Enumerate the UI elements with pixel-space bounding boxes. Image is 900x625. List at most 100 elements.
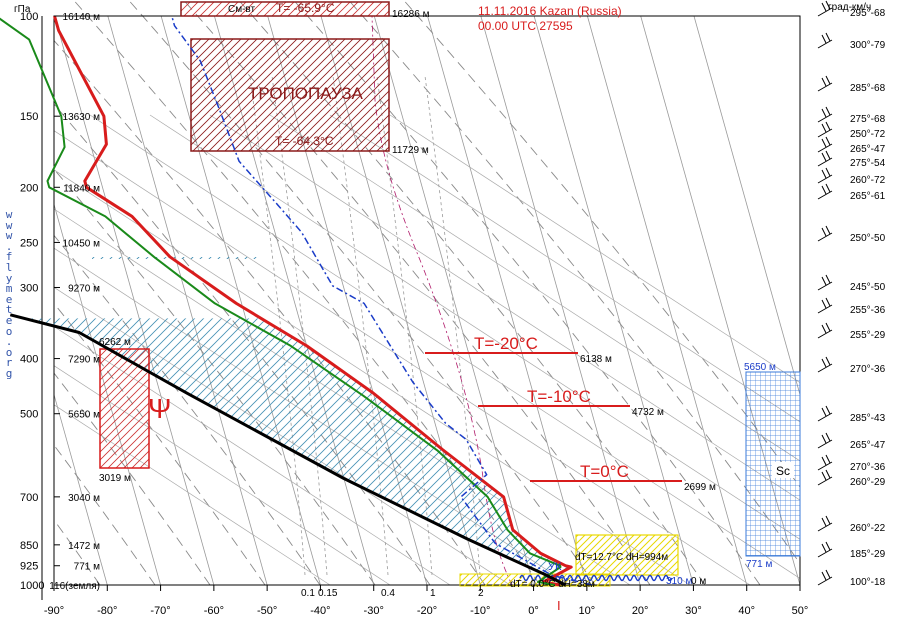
wind-barb-shaft [817,150,833,167]
label-layer: 100 16140 м 150 13630 м 200 11840 м 250 10450 м… [14,0,886,617]
height-label: 16140 м [63,12,101,23]
dewpoint-line [0,17,562,586]
dry-adiabat [269,114,800,462]
wind-barb-shaft [817,0,833,17]
wind-barb-shaft [817,136,833,153]
convection-top-height: 6262 м [99,337,131,348]
wind-barb: 285°-43 [817,405,886,424]
wind-barb: 285°-68 [817,75,886,94]
y-tick-label: 300 [20,282,38,294]
y-tick-label: 1000 [20,580,44,592]
height-label: 116(земля) [49,581,100,592]
wind-barb-shaft [817,297,833,314]
wind-barb-label: 270°-36 [850,462,886,473]
uk-label: УК [548,561,562,573]
website-link-char: l [5,260,13,274]
wind-barb-label: 270°-36 [850,364,886,375]
wind-barb-shaft [817,32,833,49]
isotherm-height: 6138 м [580,354,612,365]
wind-barb: 270°-36 [817,356,886,375]
wind-barb: 265°-47 [817,432,886,451]
height-label: 3040 м [68,493,100,504]
skewed-isotherm [54,202,161,586]
website-link-char: g [5,366,13,380]
website-link-char: f [5,250,13,264]
wind-unit-label: град-км/ч [828,2,871,13]
wind-barb: 265°-47 [817,136,886,155]
dry-adiabat [389,114,800,384]
wind-barb: 100°-18 [817,569,886,588]
moist-adiabat [54,39,486,586]
isotherm-label: T=-20°C [474,334,538,353]
website-link-char: w [5,208,13,221]
wind-barb-shaft [817,454,833,471]
height-label: 1472 м [68,541,100,552]
wind-barb-shaft [817,405,833,422]
website-link-char: e [5,292,13,306]
dry-adiabat [54,365,391,586]
skewed-isotherm [54,393,108,586]
x-tick-label: -60° [204,605,224,617]
x-tick-label: 10° [579,605,596,617]
website-link-char: o [5,345,13,359]
wind-barb-shaft [817,541,833,558]
tropopause-top-height: 16286 м [392,9,430,20]
wind-barb-shaft [817,183,833,200]
wind-barb: 300°-79 [817,32,886,51]
wind-barb: 295°-68 [817,0,886,19]
x-tick-label: 20° [632,605,649,617]
wind-barb-label: 245°-50 [850,282,886,293]
surface-marker: I [557,598,561,613]
website-link-char: t [5,303,13,317]
series-layer [0,15,593,587]
isotherm-height: 2699 м [684,482,716,493]
wind-barb-label: 260°-22 [850,523,886,534]
y-tick-label: 925 [20,561,38,573]
wind-barb: 275°-68 [817,106,886,125]
surface-zero: 0 м [691,576,706,587]
tropopause-bottom-temp: T= -64.3°C [275,134,334,148]
parcel-line [9,313,567,587]
skewed-isotherm [693,15,800,397]
dry-adiabat [329,114,800,423]
height-label: 9270 м [68,283,100,294]
wind-barb-label: 260°-72 [850,175,886,186]
cloud-bottom-height: 771 м [746,559,772,570]
tropopause-top-box [180,1,390,17]
cape-area [24,318,572,575]
skewed-isotherm [373,15,534,586]
wind-barb-label: 265°-61 [850,191,886,202]
wind-barb: 275°-54 [817,150,886,169]
inversion-upper-label: dT=12.7°C dH=994м [575,552,668,563]
x-tick-label: -70° [150,605,170,617]
wind_profile-line [171,15,593,586]
y-tick-label: 200 [20,182,38,194]
wind-barb-shaft [817,106,833,123]
y-tick-label: 400 [20,354,38,366]
tropopause-top-prefix: См-вт [228,4,256,15]
skewed-isotherm [160,15,321,586]
skewed-isotherm [587,15,748,586]
dry-adiabat [209,114,800,501]
x-tick-label: -30° [364,605,384,617]
wind-barb-shaft [817,121,833,138]
isotherm-height: 4732 м [632,407,664,418]
website-link-char: w [5,218,13,232]
wind-barb-shaft [817,515,833,532]
y-tick-label: 850 [20,540,38,552]
height-label: 11840 м [63,183,100,194]
wind-barb-label: 255°-36 [850,305,886,316]
wind-barb-shaft [817,225,833,242]
wind-barb-label: 300°-79 [850,40,886,51]
wind-barb-label: 260°-29 [850,477,886,488]
moist-adiabat [402,0,800,488]
temperature-line [53,15,573,587]
dry-adiabat [54,326,451,586]
wind-barb-shaft [817,75,833,92]
wind-barb: 260°-22 [817,515,886,534]
y-axis-unit: гПа [14,4,31,15]
wind-barb: 245°-50 [817,274,886,293]
x-tick-label: -80° [97,605,117,617]
wind-barb-label: 275°-68 [850,114,886,125]
